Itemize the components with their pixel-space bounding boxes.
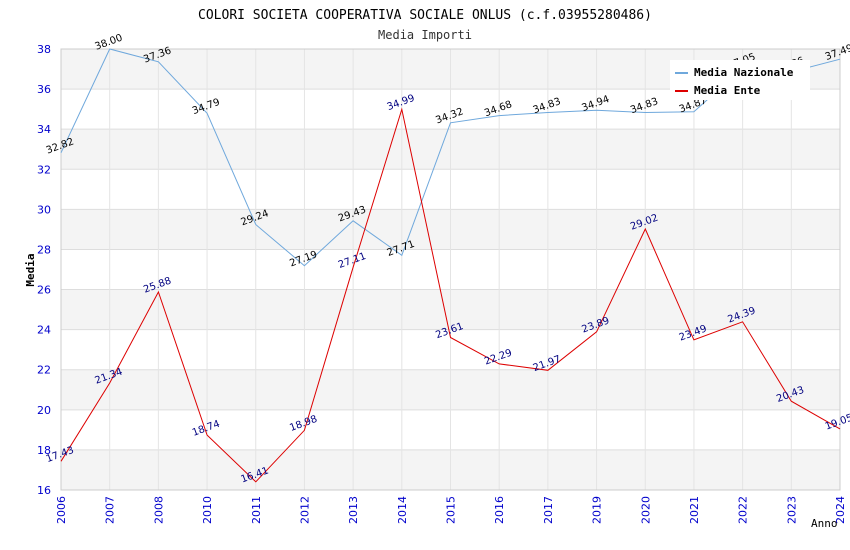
y-tick-label: 26 — [37, 284, 51, 297]
legend-label-nazionale: Media Nazionale — [694, 66, 794, 79]
y-tick-label: 30 — [37, 203, 51, 216]
plot-border — [60, 48, 841, 491]
x-tick-label: 2006 — [55, 496, 68, 524]
y-tick-label: 22 — [37, 364, 51, 377]
legend: Media Nazionale Media Ente — [670, 60, 810, 100]
legend-box — [670, 60, 810, 100]
x-tick-label: 2012 — [298, 496, 311, 524]
x-tick-label: 2007 — [104, 496, 117, 524]
y-tick-label: 16 — [37, 484, 51, 497]
x-tick-label: 2022 — [737, 496, 750, 524]
y-tick-label: 34 — [37, 123, 51, 136]
legend-label-ente: Media Ente — [694, 84, 761, 97]
x-tick-label: 2021 — [688, 496, 701, 524]
chart-subtitle: Media Importi — [378, 28, 472, 42]
y-tick-label: 36 — [37, 83, 51, 96]
chart-title: COLORI SOCIETA COOPERATIVA SOCIALE ONLUS… — [198, 8, 652, 23]
x-axis-label: Anno — [811, 517, 838, 530]
y-tick-label: 38 — [37, 43, 51, 56]
x-tick-label: 2008 — [152, 496, 165, 524]
x-tick-label: 2016 — [493, 496, 506, 524]
y-tick-label: 24 — [37, 324, 51, 337]
y-tick-label: 32 — [37, 163, 51, 176]
x-tick-label: 2015 — [445, 496, 458, 524]
y-tick-label: 18 — [37, 444, 51, 457]
x-tick-label: 2023 — [785, 496, 798, 524]
y-tick-label: 20 — [37, 404, 51, 417]
x-tick-label: 2017 — [542, 496, 555, 524]
x-axis-ticks: 2006 2007 2008 2010 2011 2012 2013 2014 2015 2016… — [55, 496, 847, 524]
y-axis-ticks: 16 18 20 22 24 26 28 30 32 34 36 38 — [37, 43, 51, 497]
x-tick-label: 2014 — [396, 496, 409, 524]
y-tick-label: 28 — [37, 243, 51, 256]
x-tick-label: 2013 — [347, 496, 360, 524]
x-tick-label: 2019 — [591, 496, 604, 524]
x-tick-label: 2010 — [201, 496, 214, 524]
gridlines — [60, 48, 841, 491]
x-tick-label: 2020 — [639, 496, 652, 524]
x-tick-label: 2024 — [834, 496, 847, 524]
x-tick-label: 2011 — [250, 496, 263, 524]
y-axis-label: Media — [24, 253, 37, 286]
series-line-ente — [60, 107, 841, 483]
